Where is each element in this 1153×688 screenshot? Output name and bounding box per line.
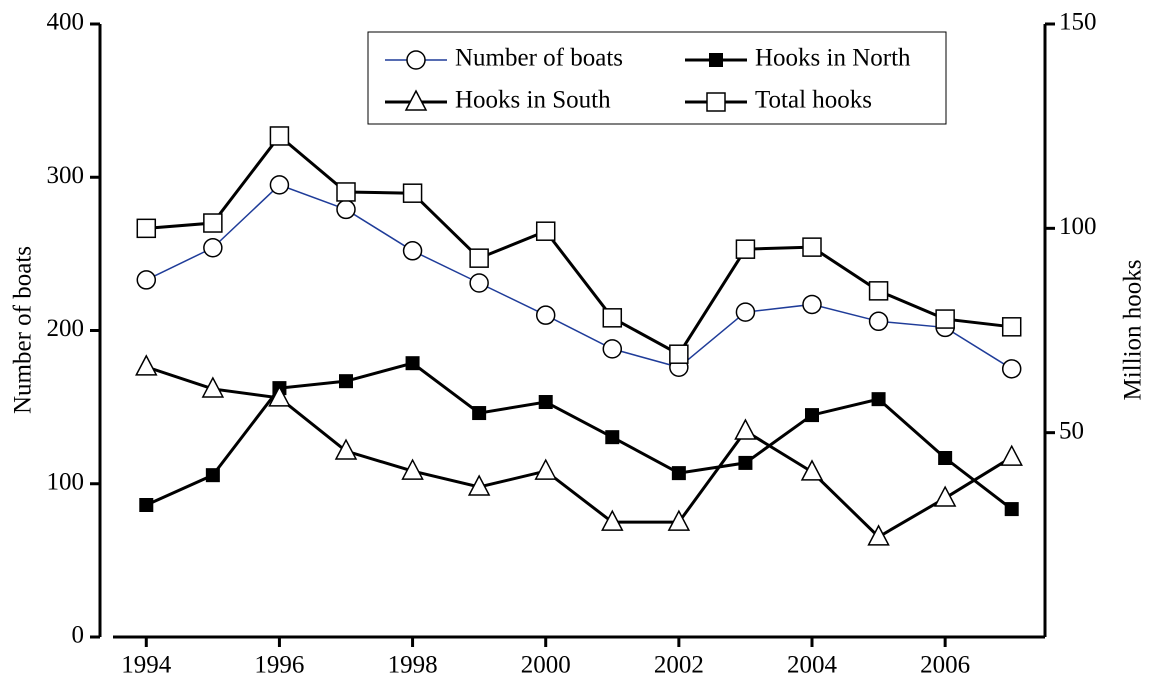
series-line <box>146 133 1012 357</box>
y-axis-title: Number of boats <box>10 246 37 414</box>
point <box>871 392 886 407</box>
point <box>802 294 822 315</box>
point <box>535 221 556 241</box>
y2-axis-title: Million hooks <box>1120 260 1147 401</box>
y2-tick-label: 100 <box>1059 213 1097 240</box>
point <box>534 458 557 480</box>
point <box>602 308 623 328</box>
legend-box <box>367 31 947 125</box>
y-tick-label: 0 <box>72 622 85 649</box>
point <box>402 241 423 261</box>
x-tick-label: 1998 <box>388 652 438 679</box>
point <box>205 468 220 483</box>
legend-marker <box>406 50 426 70</box>
point <box>1000 444 1023 466</box>
legend-label: Hooks in South <box>455 87 611 114</box>
point <box>538 395 553 410</box>
point <box>339 374 353 389</box>
point <box>136 218 157 239</box>
point <box>602 339 623 359</box>
series-line <box>145 184 1013 370</box>
point <box>671 466 686 481</box>
point <box>203 213 223 233</box>
point <box>938 451 953 466</box>
point <box>401 458 424 480</box>
legend-label: Number of boats <box>455 45 623 72</box>
point <box>535 305 556 325</box>
legend-marker <box>404 89 428 111</box>
point <box>269 126 290 146</box>
x-tick-label: 1996 <box>254 652 304 679</box>
legend-label: Hooks in North <box>755 45 911 72</box>
x-tick-label: 1994 <box>121 652 172 679</box>
point <box>136 270 157 290</box>
x-tick-label: 2006 <box>920 652 970 679</box>
point <box>735 302 756 322</box>
series-line <box>145 365 1013 539</box>
point <box>933 485 957 507</box>
point <box>800 459 824 481</box>
point <box>867 524 890 546</box>
point <box>402 183 423 203</box>
point <box>605 430 620 445</box>
point <box>805 408 819 423</box>
point <box>738 455 753 470</box>
point <box>935 309 955 329</box>
y-tick-label: 400 <box>47 9 85 36</box>
point <box>334 438 358 460</box>
series-line <box>145 361 1013 511</box>
x-tick-label: 2000 <box>521 652 571 679</box>
y-tick-label: 300 <box>47 162 85 189</box>
x-tick-label: 2004 <box>787 652 838 679</box>
point <box>669 344 689 364</box>
point <box>268 385 291 407</box>
point <box>868 311 889 332</box>
point <box>469 248 489 268</box>
y2-tick-label: 150 <box>1059 9 1097 36</box>
point <box>135 354 158 376</box>
point <box>667 509 691 531</box>
point <box>201 376 225 398</box>
point <box>269 175 290 195</box>
point <box>1004 502 1019 517</box>
point <box>467 474 491 496</box>
point <box>734 418 757 440</box>
point <box>1001 359 1022 379</box>
point <box>203 237 223 258</box>
y2-tick-label: 50 <box>1059 417 1084 444</box>
point <box>868 281 889 301</box>
y-tick-label: 100 <box>47 468 85 495</box>
point <box>336 199 356 220</box>
y-tick-label: 200 <box>47 315 85 342</box>
point <box>139 498 154 513</box>
legend-marker <box>709 53 723 67</box>
point <box>336 182 356 202</box>
point <box>469 273 489 293</box>
point <box>1001 317 1022 337</box>
legend-label: Total hooks <box>755 87 872 114</box>
x-tick-label: 2002 <box>654 652 704 679</box>
point <box>472 406 487 421</box>
point <box>802 237 822 257</box>
point <box>405 356 420 371</box>
legend-marker <box>706 92 726 112</box>
point <box>601 509 624 531</box>
point <box>735 239 756 259</box>
